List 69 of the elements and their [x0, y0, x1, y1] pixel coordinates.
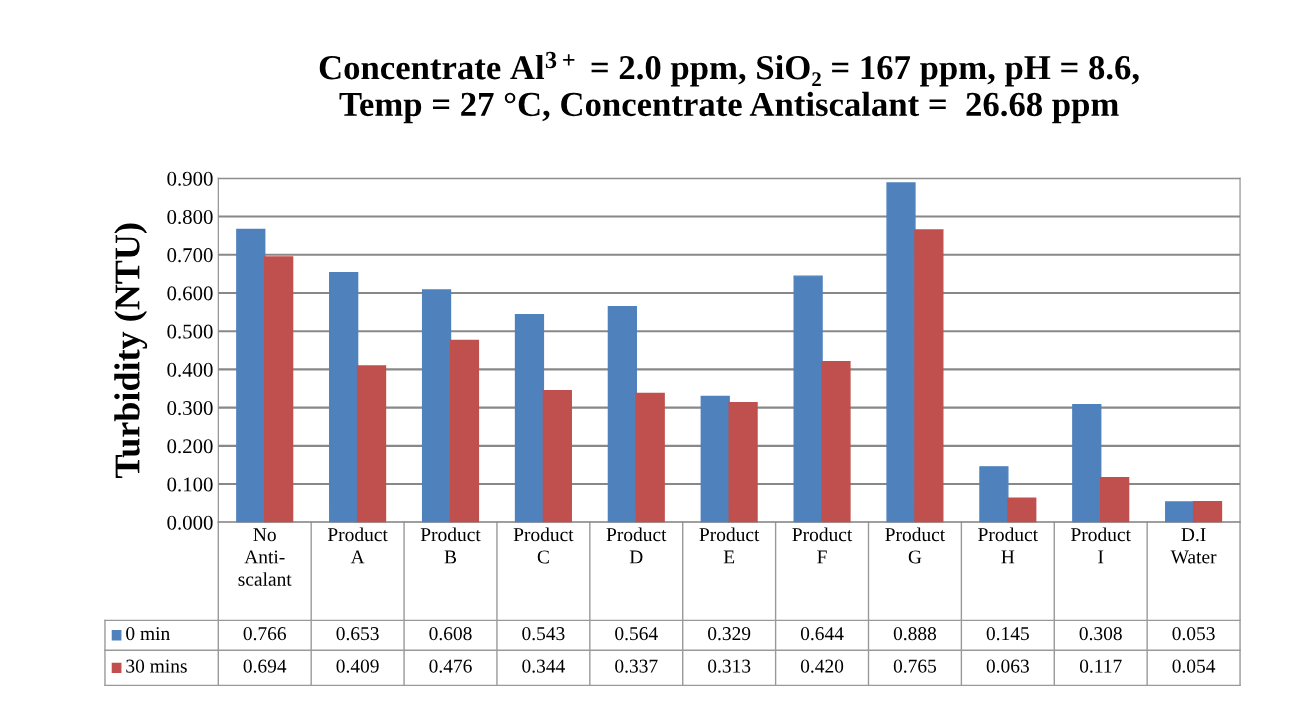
data-label: 0.117: [1079, 659, 1122, 673]
data-label: 0.308: [1079, 627, 1122, 641]
chart-title: Concentrate Al$^{3+}$ = 2.0 ppm, SiO₂ = 167 ppm, pH = 8.6, Temp = 27 °C, Concentrate Antiscalant = 26.68 ppm: [319, 51, 1139, 124]
bar: [1165, 501, 1195, 523]
y-tick-label: 0.500: [167, 324, 213, 339]
data-label: 0.765: [893, 659, 937, 673]
data-label: 0.053: [1172, 627, 1215, 641]
y-tick-label: 0.400: [167, 362, 213, 377]
bar: [514, 314, 545, 523]
legend-label: 30 mins: [126, 659, 187, 673]
data-label: 0.420: [800, 659, 844, 673]
data-label: 0.888: [893, 627, 937, 641]
x-tick-label: No Anti- scalant: [238, 528, 292, 586]
bar: [356, 365, 387, 523]
data-label: 0.337: [615, 659, 658, 673]
bar: [1100, 476, 1130, 523]
x-tick-label: Product F: [792, 527, 853, 564]
data-label: 0.476: [429, 659, 472, 673]
data-label: 0.644: [800, 627, 844, 641]
data-label: 0.608: [429, 627, 472, 641]
x-tick-label: Product A: [327, 527, 388, 564]
x-tick-label: Product D: [606, 527, 667, 564]
bar: [421, 289, 452, 523]
bar: [1072, 403, 1102, 523]
bar: [329, 272, 359, 523]
bar: [607, 306, 637, 523]
y-tick-label: 0.000: [167, 515, 213, 530]
data-label: 0.344: [522, 659, 565, 673]
legend-label: 0 min: [126, 627, 170, 641]
bar: [914, 229, 944, 523]
data-label: 0.543: [522, 627, 565, 641]
bar: [264, 256, 294, 523]
bar: [886, 182, 916, 523]
bar: [728, 401, 758, 523]
x-tick-label: Product H: [978, 527, 1038, 564]
x-tick-label: Product B: [420, 527, 481, 564]
y-tick-label: 0.900: [167, 171, 213, 186]
x-tick-label: D.I Water: [1170, 528, 1217, 564]
y-axis-title: Turbidity (NTU): [114, 223, 148, 478]
bar: [236, 228, 266, 523]
bar: [1007, 497, 1037, 523]
x-tick-label: Product I: [1071, 527, 1131, 564]
bar: [542, 390, 572, 523]
bar: [635, 392, 665, 523]
data-label: 0.054: [1172, 659, 1216, 673]
bar: [449, 339, 480, 523]
data-label: 0.694: [243, 659, 287, 673]
data-label: 0.145: [986, 627, 1029, 641]
bar: [1192, 500, 1223, 523]
data-label: 0.329: [708, 627, 751, 641]
bar: [979, 466, 1009, 523]
data-label: 0.766: [243, 627, 287, 641]
bar: [700, 395, 730, 523]
bar: [821, 361, 851, 523]
data-label: 0.063: [986, 659, 1029, 673]
x-tick-label: Product G: [885, 527, 946, 564]
bar: [793, 275, 823, 523]
y-tick-label: 0.100: [167, 477, 213, 492]
y-tick-label: 0.800: [167, 209, 213, 225]
data-label: 0.564: [615, 627, 658, 641]
data-label: 0.409: [336, 659, 379, 673]
y-tick-label: 0.300: [167, 401, 213, 416]
data-label: 0.653: [336, 627, 379, 641]
y-tick-label: 0.700: [167, 248, 213, 263]
y-tick-label: 0.600: [167, 286, 213, 301]
x-tick-label: Product E: [699, 527, 760, 564]
x-tick-label: Product C: [513, 527, 574, 564]
data-label: 0.313: [708, 659, 751, 673]
y-tick-label: 0.200: [167, 439, 213, 454]
